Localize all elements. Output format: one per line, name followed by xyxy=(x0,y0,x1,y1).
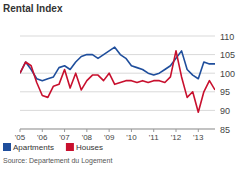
x-tick xyxy=(131,129,132,132)
chart: Rental Index 85 90 95 100 105 110 '05 '06 '07 '08 '… xyxy=(0,0,250,180)
x-tick-label: '08 xyxy=(82,133,93,142)
x-tick-label: '13 xyxy=(193,133,204,142)
grid-line xyxy=(20,110,215,111)
plot-area xyxy=(20,47,215,112)
x-tick xyxy=(42,129,43,132)
x-tick xyxy=(20,129,21,132)
grid-line xyxy=(20,129,215,130)
y-tick-label: 90 xyxy=(220,106,230,116)
x-tick xyxy=(176,129,177,132)
grid-line xyxy=(20,54,215,55)
x-tick xyxy=(64,129,65,132)
x-tick xyxy=(153,129,154,132)
x-tick xyxy=(109,129,110,132)
x-tick-label: '05 xyxy=(15,133,26,142)
x-tick-label: '11 xyxy=(149,133,159,142)
x-tick xyxy=(198,129,199,132)
legend-label: Apartments xyxy=(13,143,54,152)
x-tick-label: '12 xyxy=(171,133,182,142)
legend-label: Houses xyxy=(76,143,103,152)
x-tick-label: '10 xyxy=(126,133,137,142)
legend-swatch xyxy=(3,143,11,151)
source: Source: Departement du Logement xyxy=(3,157,112,165)
y-tick-label: 85 xyxy=(220,125,230,135)
y-tick-label: 95 xyxy=(220,87,230,97)
legend-swatch xyxy=(66,143,74,151)
x-tick-label: '07 xyxy=(59,133,70,142)
grid-line xyxy=(20,73,215,74)
y-tick-label: 105 xyxy=(220,50,235,60)
x-tick-label: '06 xyxy=(37,133,48,142)
x-axis xyxy=(20,129,215,130)
series-line xyxy=(20,51,215,112)
x-tick xyxy=(86,129,87,132)
grid-line xyxy=(20,36,215,37)
title: Rental Index xyxy=(3,3,63,14)
y-tick-label: 110 xyxy=(220,32,234,42)
x-tick-label: '09 xyxy=(104,133,115,142)
series-line xyxy=(20,47,215,80)
y-tick-label: 100 xyxy=(220,69,235,79)
